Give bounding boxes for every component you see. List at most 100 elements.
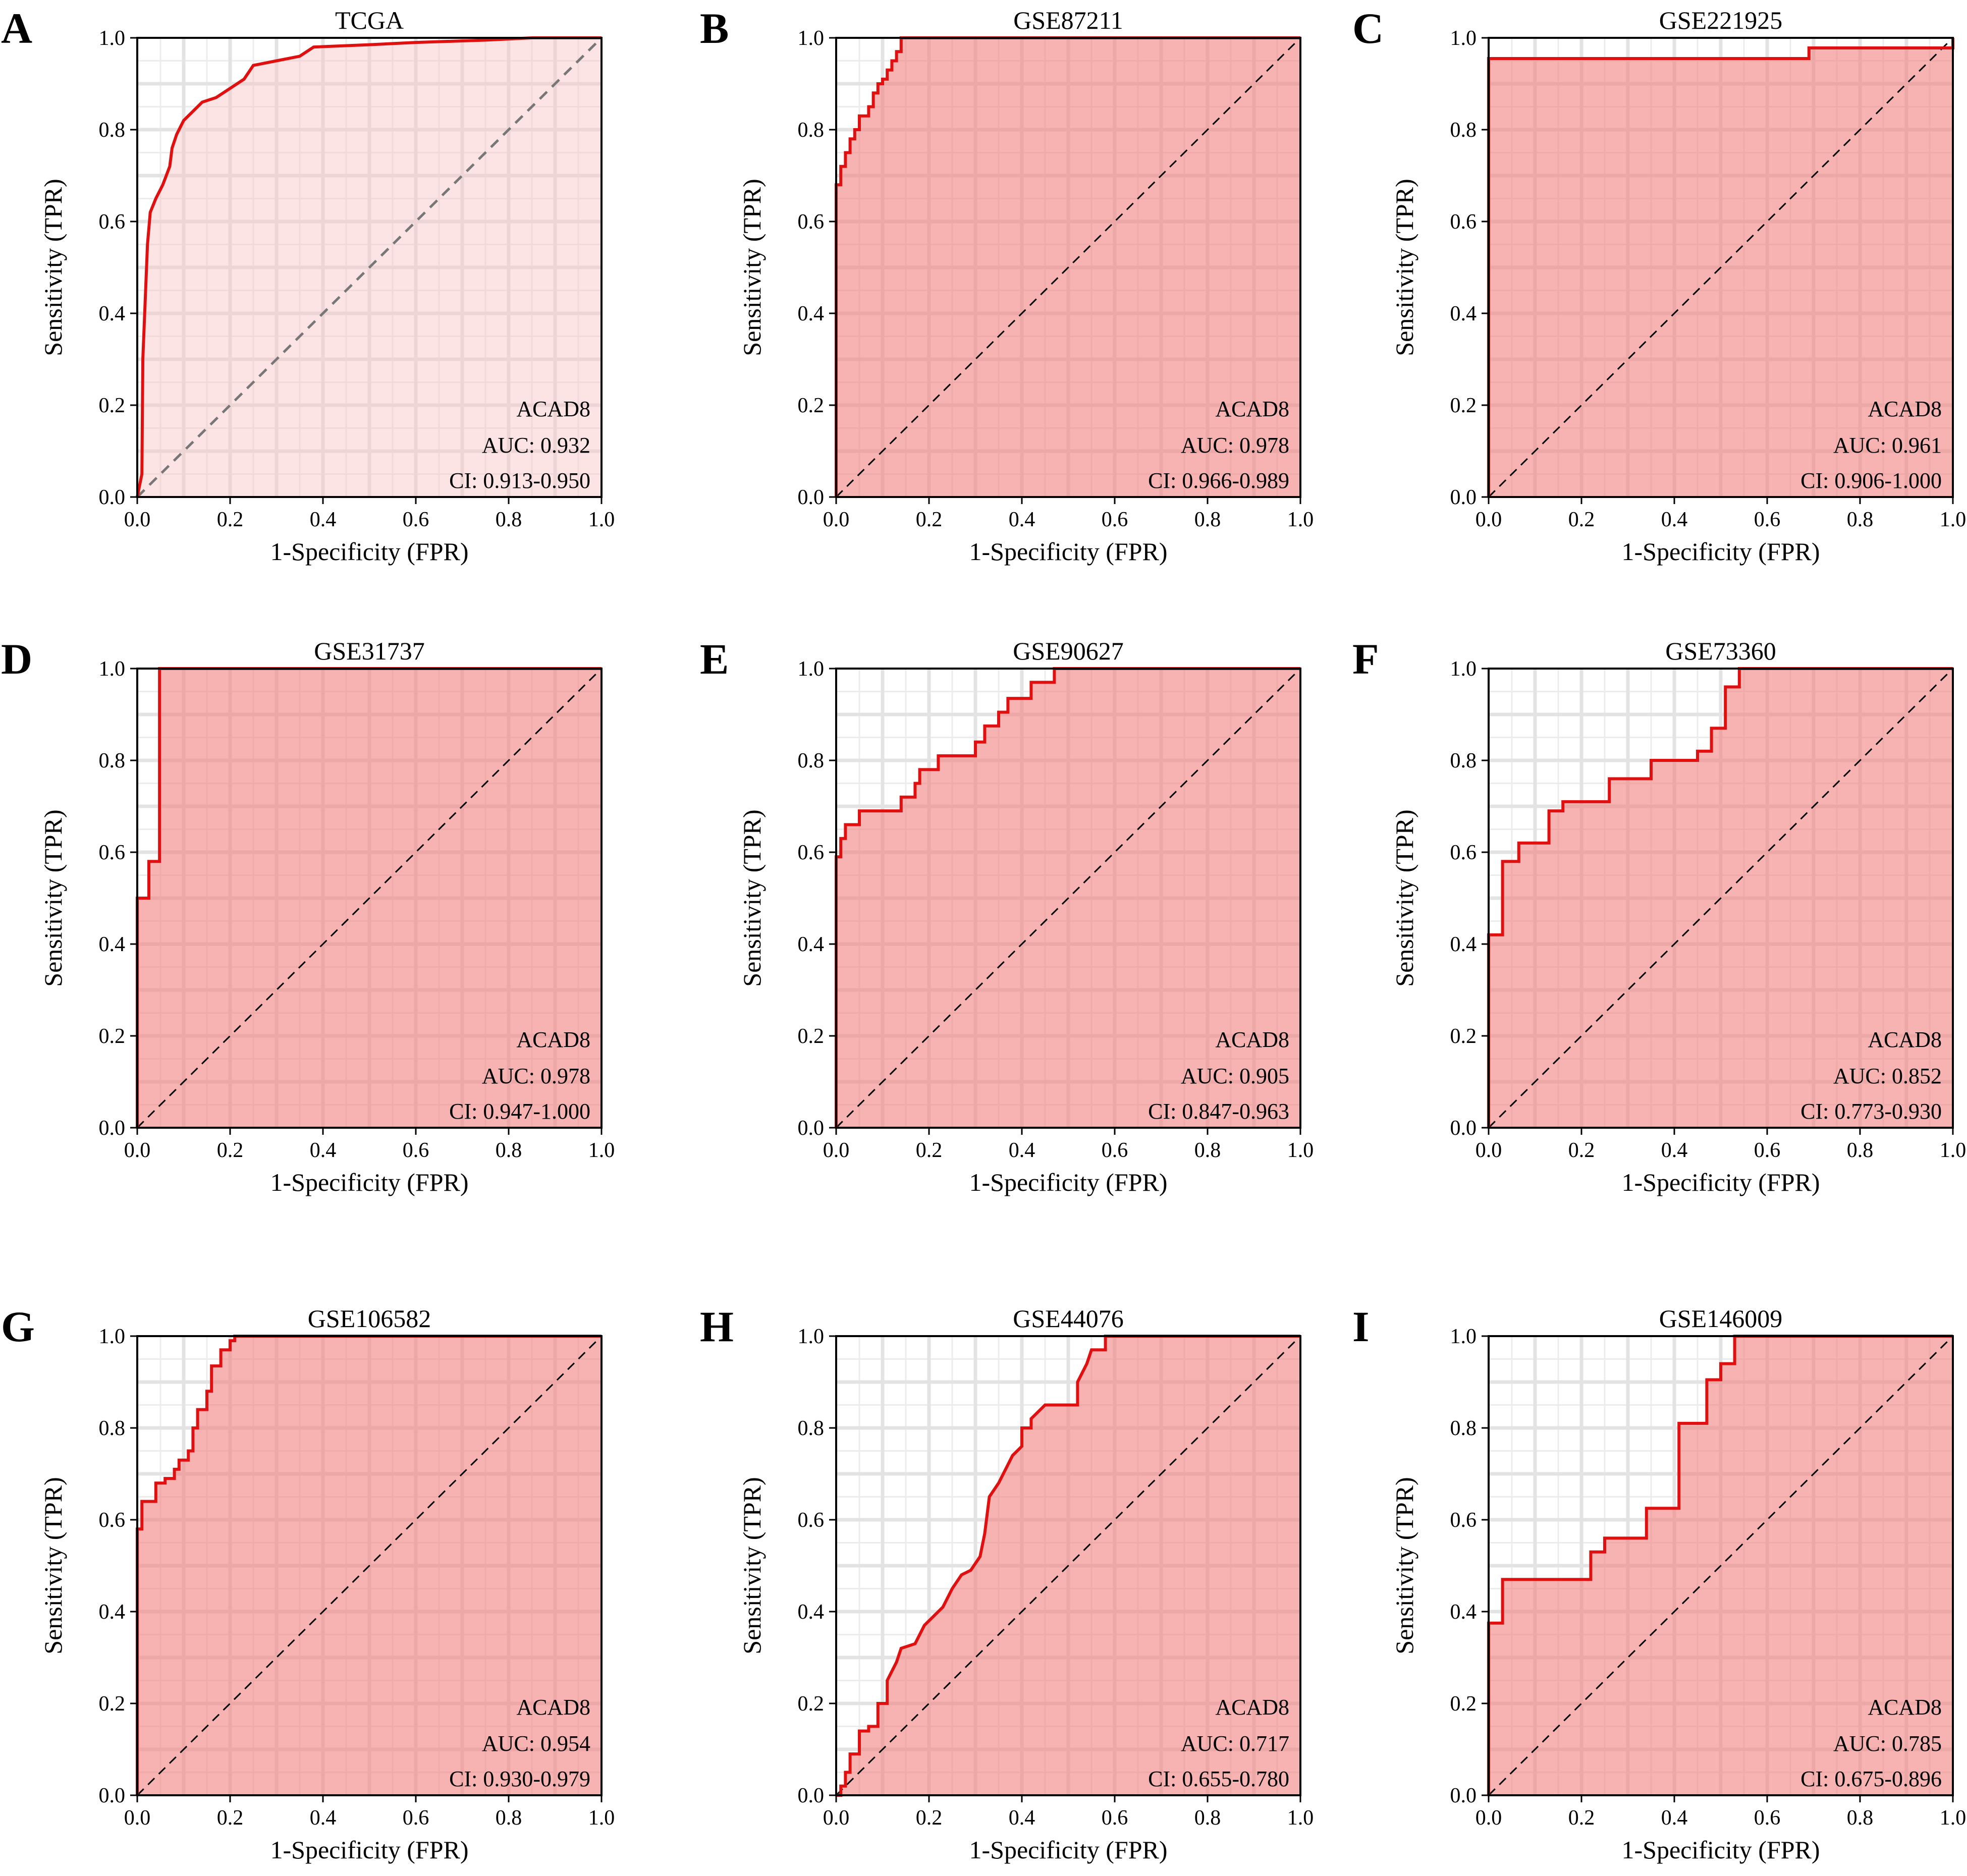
annotation-ci: CI: 0.675-0.896 xyxy=(1800,1767,1942,1791)
x-tick-label: 0.6 xyxy=(1102,1806,1128,1830)
roc-curve xyxy=(1487,667,1953,1128)
x-tick-label: 0.2 xyxy=(1568,1806,1595,1830)
diagonal-reference-line xyxy=(835,668,1301,1129)
x-tick-label: 0.4 xyxy=(1009,508,1035,531)
x-tick-label: 1.0 xyxy=(1287,508,1314,531)
plot-frame xyxy=(136,668,603,1129)
y-tick-label: 0.2 xyxy=(1450,1025,1477,1048)
x-axis-label: 1-Specificity (FPR) xyxy=(969,1836,1167,1864)
x-tick-label: 0.6 xyxy=(403,1806,429,1830)
x-tick-label: 0.8 xyxy=(1847,508,1874,531)
panel-title: GSE87211 xyxy=(1013,6,1123,34)
y-tick-label: 0.8 xyxy=(798,1417,825,1440)
x-axis-label: 1-Specificity (FPR) xyxy=(1621,1168,1820,1196)
x-tick-label: 0.2 xyxy=(217,508,244,531)
plot-frame xyxy=(1488,1335,1954,1796)
y-tick-label: 0.8 xyxy=(798,119,825,142)
diagonal-reference-line xyxy=(835,1335,1301,1796)
x-tick-label: 0.0 xyxy=(1476,1806,1502,1830)
x-tick-label: 0.0 xyxy=(124,508,151,531)
roc-panel-h: H GSE44076 0.0 0.2 0.4 0.6 0.8 1.0 0.0 0.2 0.4 0.6 0… xyxy=(700,1302,1314,1864)
y-tick-label: 0.0 xyxy=(1450,1117,1477,1140)
y-axis-label: Sensitivity (TPR) xyxy=(738,809,766,986)
y-tick-label: 1.0 xyxy=(1450,1325,1477,1348)
y-tick-label: 1.0 xyxy=(798,27,825,50)
y-tick-label: 0.4 xyxy=(1450,302,1477,325)
panel-title: GSE73360 xyxy=(1665,637,1776,665)
annotation-ci: CI: 0.930-0.979 xyxy=(449,1767,590,1791)
x-tick-label: 0.4 xyxy=(1661,508,1688,531)
y-tick-label: 0.4 xyxy=(99,302,126,325)
y-tick-label: 0.6 xyxy=(99,210,126,234)
roc-curve xyxy=(136,1335,602,1795)
y-tick-label: 0.2 xyxy=(1450,1692,1477,1716)
y-tick-label: 0.4 xyxy=(798,302,825,325)
y-tick-label: 1.0 xyxy=(99,27,126,50)
roc-panel-f: F GSE73360 0.0 0.2 0.4 0.6 0.8 1.0 0.0 0.2 0.4 0.6 0… xyxy=(1352,635,1966,1196)
x-tick-label: 0.4 xyxy=(310,1806,337,1830)
x-tick-label: 1.0 xyxy=(588,1139,615,1162)
plot-frame xyxy=(136,37,603,498)
y-tick-label: 1.0 xyxy=(1450,27,1477,50)
x-tick-label: 0.0 xyxy=(823,1806,850,1830)
x-tick-label: 0.6 xyxy=(1754,1139,1781,1162)
annotation-auc: AUC: 0.717 xyxy=(1181,1731,1289,1756)
y-tick-label: 0.0 xyxy=(798,486,825,509)
plot-frame xyxy=(835,37,1301,498)
panel-letter: E xyxy=(700,635,729,683)
x-tick-label: 1.0 xyxy=(1940,508,1966,531)
y-tick-label: 0.8 xyxy=(99,119,126,142)
panel-letter: B xyxy=(700,4,729,52)
plot-frame xyxy=(136,1335,603,1796)
x-tick-label: 0.2 xyxy=(1568,508,1595,531)
x-tick-label: 0.4 xyxy=(1661,1806,1688,1830)
y-tick-label: 0.4 xyxy=(1450,1601,1477,1624)
roc-curve xyxy=(835,36,1300,497)
annotation-ci: CI: 0.966-0.989 xyxy=(1148,468,1289,493)
x-tick-label: 0.4 xyxy=(1661,1139,1688,1162)
x-tick-label: 0.8 xyxy=(1847,1139,1874,1162)
y-tick-label: 0.2 xyxy=(99,394,126,417)
annotation-auc: AUC: 0.785 xyxy=(1833,1731,1942,1756)
annotation-marker: ACAD8 xyxy=(516,1695,590,1720)
x-tick-label: 0.2 xyxy=(217,1806,244,1830)
y-tick-label: 0.4 xyxy=(798,933,825,956)
y-axis-label: Sensitivity (TPR) xyxy=(39,179,67,356)
panel-title: GSE221925 xyxy=(1659,6,1782,34)
panel-letter: H xyxy=(700,1302,734,1351)
panel-title: GSE146009 xyxy=(1659,1304,1782,1333)
y-tick-label: 0.0 xyxy=(798,1117,825,1140)
x-axis-label: 1-Specificity (FPR) xyxy=(270,1168,468,1196)
y-tick-label: 0.0 xyxy=(99,1784,126,1807)
roc-curve xyxy=(836,1335,1300,1797)
y-tick-label: 0.0 xyxy=(99,1117,126,1140)
x-tick-label: 0.6 xyxy=(403,508,429,531)
plot-frame xyxy=(1488,37,1954,498)
y-tick-label: 0.0 xyxy=(1450,1784,1477,1807)
y-tick-label: 0.6 xyxy=(1450,210,1477,234)
panel-letter: F xyxy=(1352,635,1379,683)
x-axis-label: 1-Specificity (FPR) xyxy=(969,1168,1167,1196)
annotation-ci: CI: 0.947-1.000 xyxy=(449,1099,590,1124)
y-tick-label: 0.0 xyxy=(798,1784,825,1807)
annotation-auc: AUC: 0.978 xyxy=(1181,433,1289,458)
x-axis-label: 1-Specificity (FPR) xyxy=(270,537,468,566)
y-tick-label: 0.8 xyxy=(1450,749,1477,773)
y-tick-label: 0.8 xyxy=(1450,119,1477,142)
x-tick-label: 0.8 xyxy=(496,1806,522,1830)
x-tick-label: 1.0 xyxy=(1940,1139,1966,1162)
annotation-marker: ACAD8 xyxy=(1215,1027,1289,1052)
x-tick-label: 1.0 xyxy=(588,1806,615,1830)
diagonal-reference-line xyxy=(835,37,1301,498)
annotation-marker: ACAD8 xyxy=(1215,1695,1289,1720)
panel-title: GSE44076 xyxy=(1013,1304,1123,1333)
diagonal-reference-line xyxy=(136,37,603,498)
y-tick-label: 0.2 xyxy=(99,1025,126,1048)
annotation-auc: AUC: 0.852 xyxy=(1833,1064,1942,1088)
panel-letter: A xyxy=(1,4,32,52)
x-tick-label: 0.6 xyxy=(1754,508,1781,531)
annotation-auc: AUC: 0.978 xyxy=(482,1064,590,1088)
y-axis-label: Sensitivity (TPR) xyxy=(1390,179,1418,356)
x-tick-label: 0.4 xyxy=(1009,1806,1035,1830)
